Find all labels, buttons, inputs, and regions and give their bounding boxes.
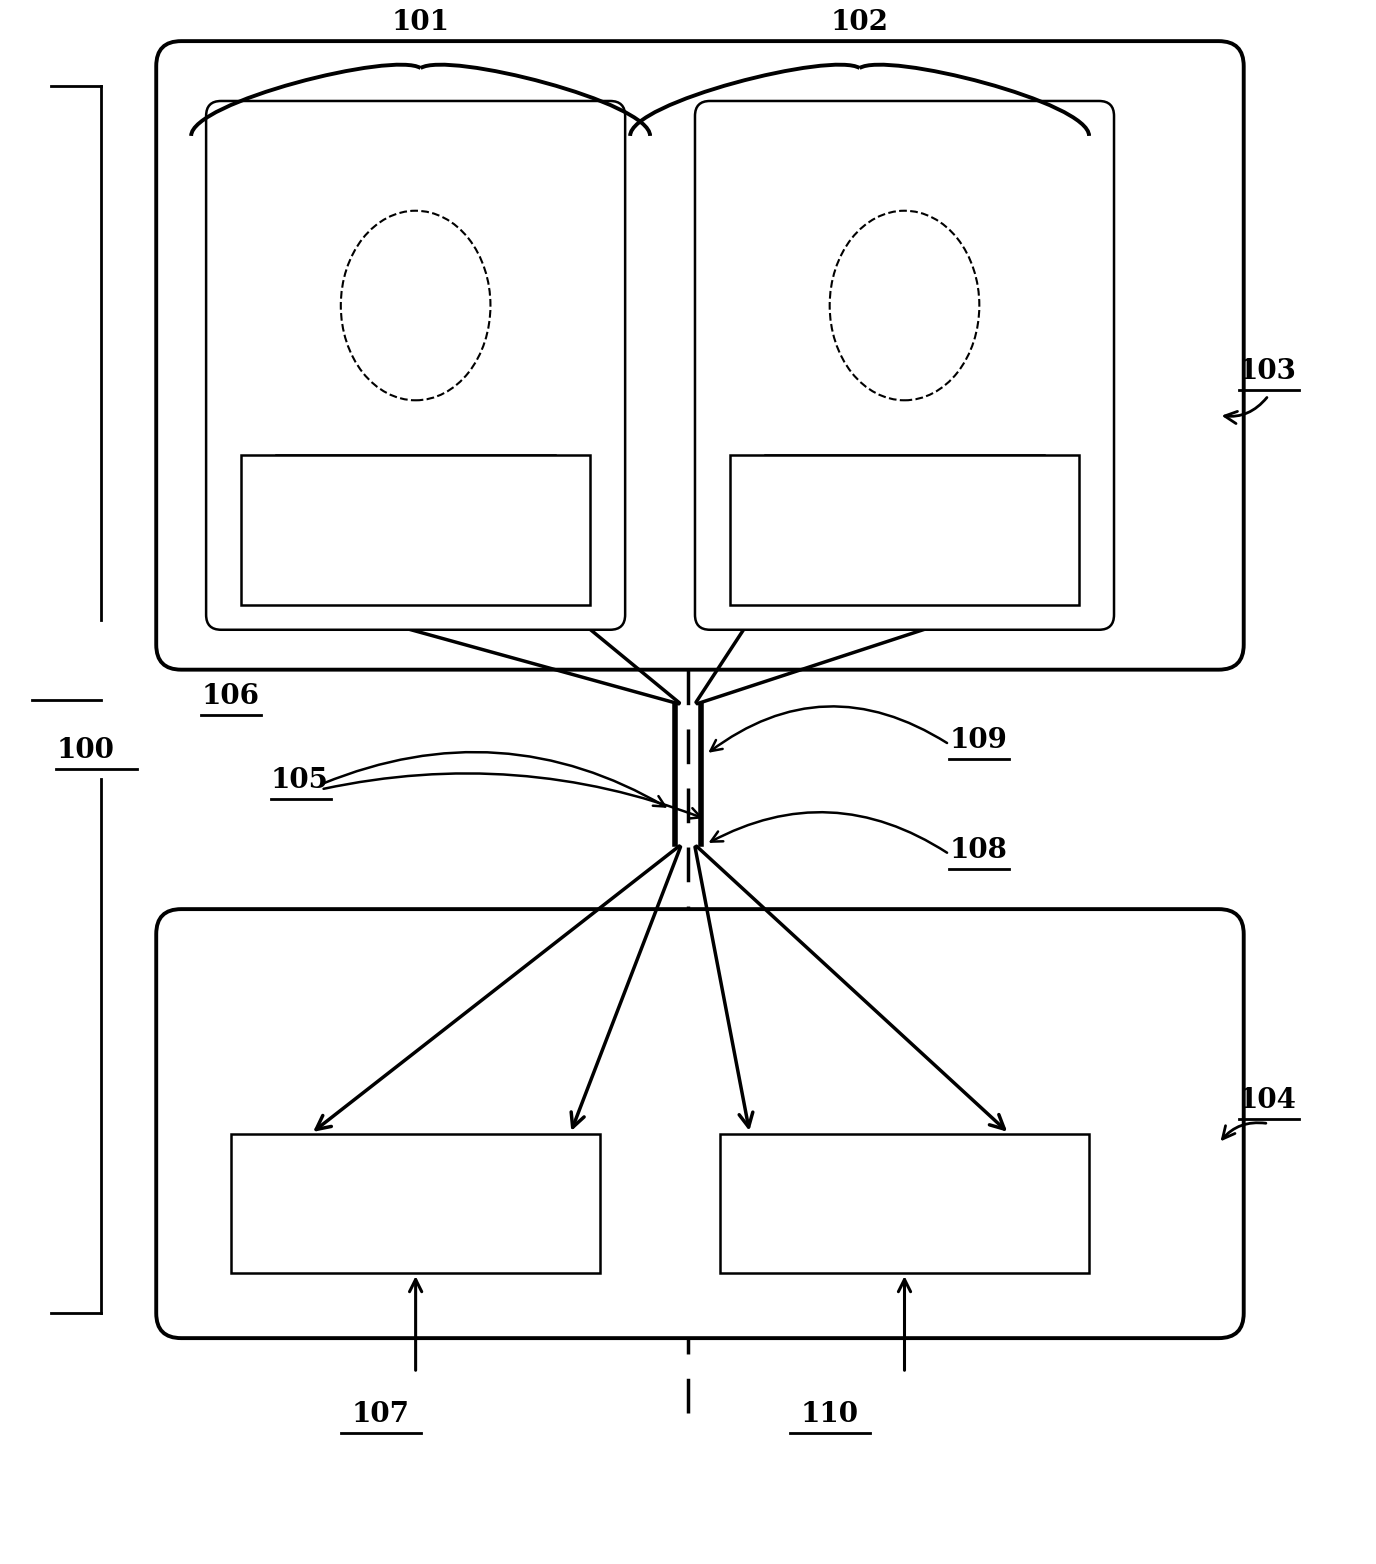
- Text: 107: 107: [352, 1401, 410, 1428]
- Bar: [277, 455, 556, 585]
- Bar: [231, 1134, 600, 1273]
- Text: 103: 103: [1238, 358, 1296, 385]
- Text: 100: 100: [56, 738, 114, 765]
- Text: 106: 106: [201, 682, 259, 710]
- Text: 104: 104: [1238, 1087, 1296, 1114]
- Text: 108: 108: [949, 837, 1007, 865]
- FancyBboxPatch shape: [157, 909, 1244, 1339]
- Bar: [720, 1134, 1088, 1273]
- Text: 109: 109: [949, 727, 1007, 754]
- Text: 105: 105: [271, 768, 329, 795]
- Bar: [729, 455, 1079, 605]
- Bar: [241, 455, 590, 605]
- FancyBboxPatch shape: [206, 102, 625, 630]
- FancyBboxPatch shape: [157, 41, 1244, 669]
- FancyBboxPatch shape: [695, 102, 1115, 630]
- Text: 110: 110: [801, 1401, 859, 1428]
- Bar: [765, 455, 1044, 585]
- Ellipse shape: [830, 211, 980, 400]
- Text: 101: 101: [392, 9, 450, 36]
- Ellipse shape: [341, 211, 490, 400]
- Text: 102: 102: [831, 9, 889, 36]
